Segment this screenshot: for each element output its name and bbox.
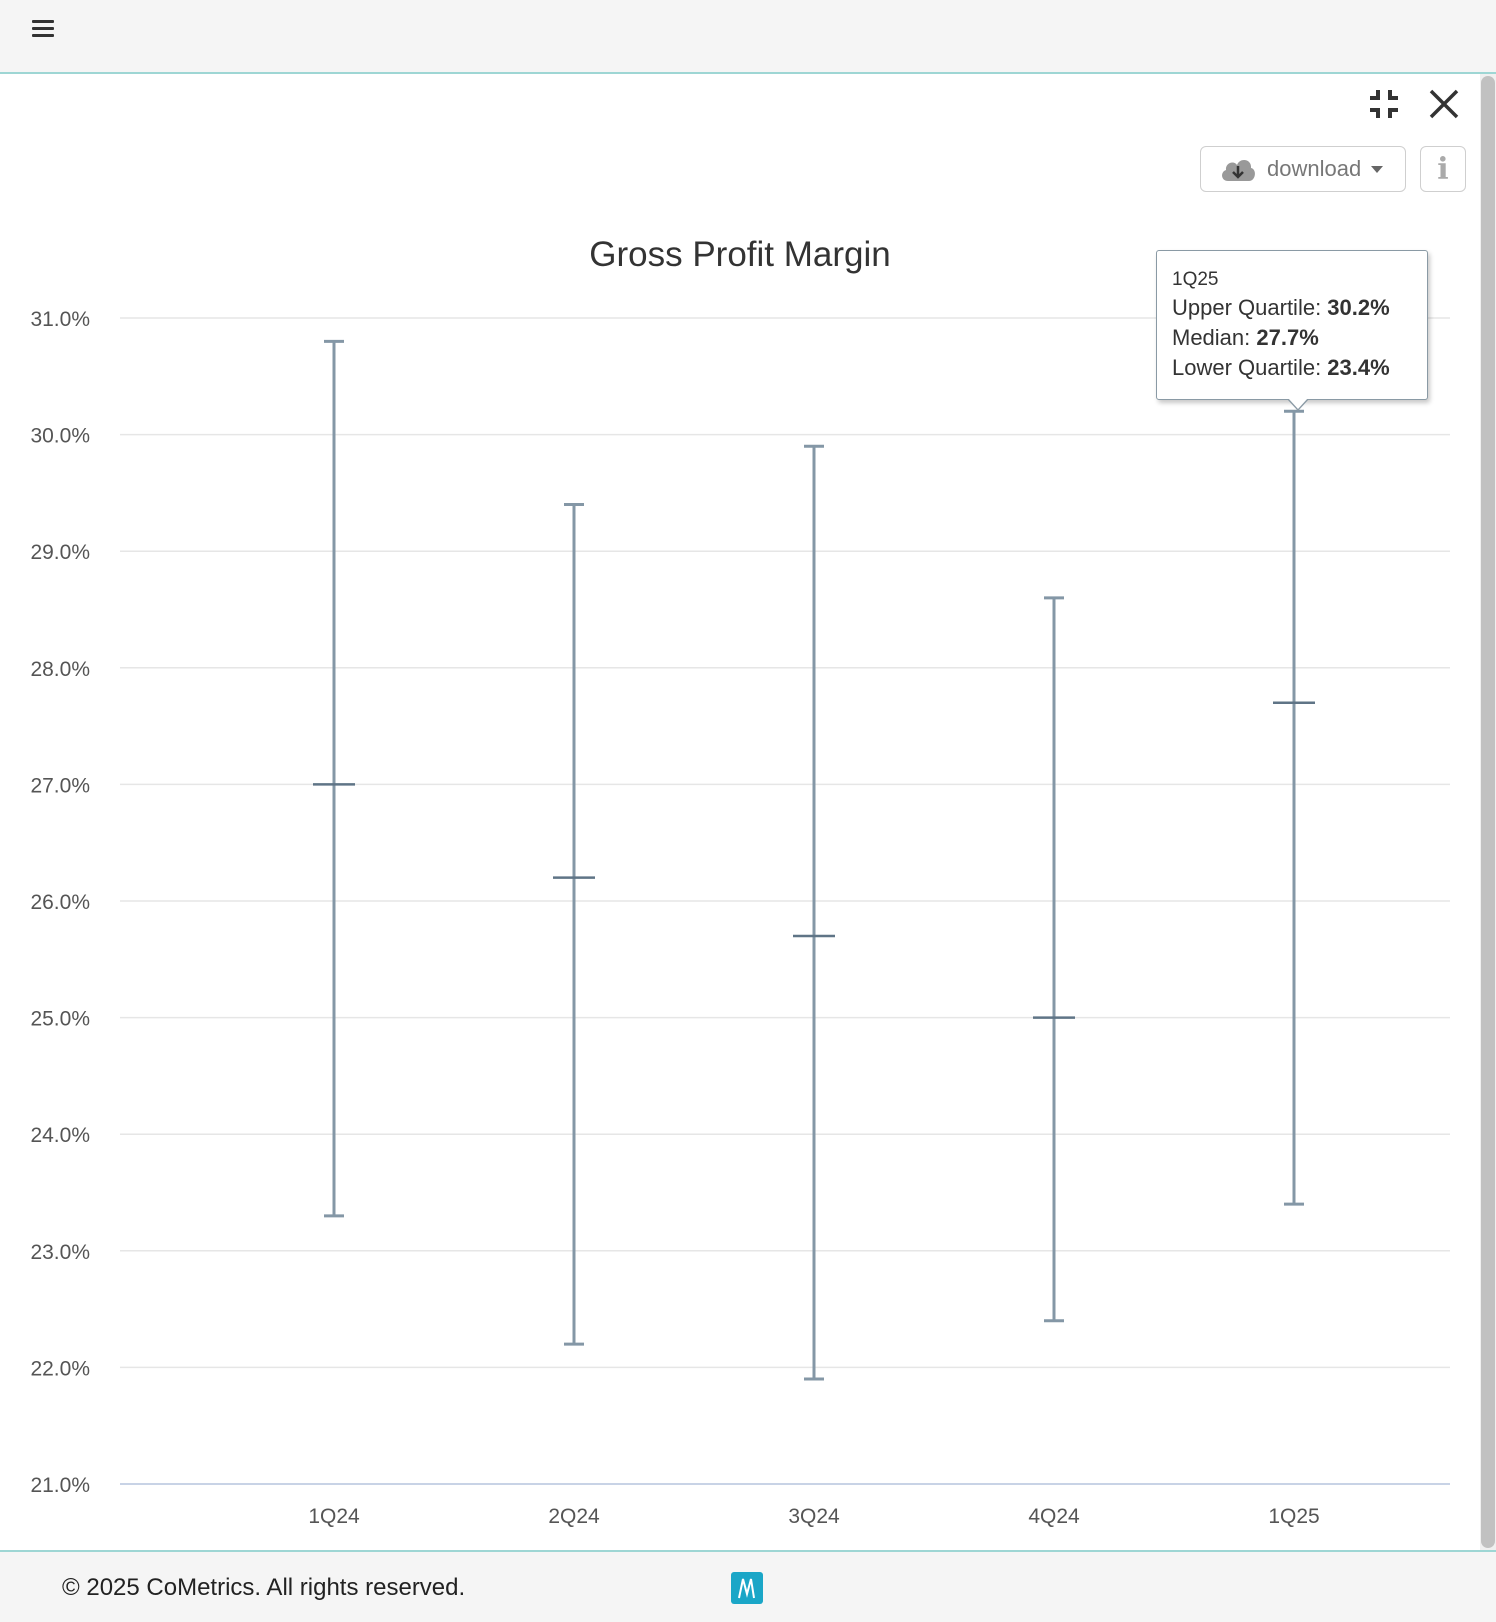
tooltip-upper-quartile: Upper Quartile: 30.2% bbox=[1172, 295, 1390, 320]
info-button[interactable]: i bbox=[1420, 146, 1466, 192]
chart-tooltip: 1Q25 Upper Quartile: 30.2% Median: 27.7%… bbox=[1156, 250, 1428, 411]
footer: © 2025 CoMetrics. All rights reserved. bbox=[0, 1552, 1496, 1622]
x-tick-label: 2Q24 bbox=[548, 1505, 600, 1528]
collapse-icon[interactable] bbox=[1368, 88, 1400, 120]
gross-profit-margin-chart: Gross Profit Margin 31.0% 30.0% 29.0% 28.0%… bbox=[30, 235, 1450, 1528]
top-bar bbox=[0, 0, 1496, 74]
download-label: download bbox=[1267, 156, 1362, 181]
y-tick-label: 22.0% bbox=[30, 1357, 90, 1380]
chart-panel: download i Gross Profit Margin 31.0% 30.0… bbox=[0, 74, 1496, 1552]
tooltip-lower-quartile: Lower Quartile: 23.4% bbox=[1172, 355, 1390, 380]
cloud-download-icon bbox=[1222, 159, 1255, 181]
x-tick-label: 1Q24 bbox=[308, 1505, 360, 1528]
download-button[interactable]: download bbox=[1200, 146, 1406, 192]
x-tick-label: 1Q25 bbox=[1268, 1505, 1319, 1528]
scrollbar[interactable] bbox=[1480, 74, 1496, 1550]
tooltip-median: Median: 27.7% bbox=[1172, 325, 1319, 350]
y-tick-label: 23.0% bbox=[30, 1241, 90, 1264]
y-tick-label: 25.0% bbox=[30, 1008, 90, 1031]
x-tick-label: 3Q24 bbox=[788, 1505, 840, 1528]
tooltip-category: 1Q25 bbox=[1172, 269, 1219, 290]
y-tick-label: 30.0% bbox=[30, 425, 90, 448]
y-tick-label: 28.0% bbox=[30, 658, 90, 681]
hamburger-menu-icon[interactable] bbox=[32, 16, 54, 38]
cometrics-logo-icon[interactable] bbox=[731, 1572, 763, 1604]
y-tick-label: 24.0% bbox=[30, 1124, 90, 1147]
chevron-down-icon bbox=[1371, 165, 1384, 173]
x-tick-label: 4Q24 bbox=[1028, 1505, 1080, 1528]
y-tick-label: 29.0% bbox=[30, 541, 90, 564]
chart-title: Gross Profit Margin bbox=[589, 235, 890, 274]
copyright-text: © 2025 CoMetrics. All rights reserved. bbox=[62, 1574, 466, 1601]
y-tick-label: 26.0% bbox=[30, 891, 90, 914]
info-icon: i bbox=[1437, 151, 1449, 187]
close-icon[interactable] bbox=[1428, 88, 1460, 120]
y-tick-label: 31.0% bbox=[30, 308, 90, 331]
y-tick-label: 27.0% bbox=[30, 774, 90, 797]
y-tick-label: 21.0% bbox=[30, 1474, 90, 1497]
